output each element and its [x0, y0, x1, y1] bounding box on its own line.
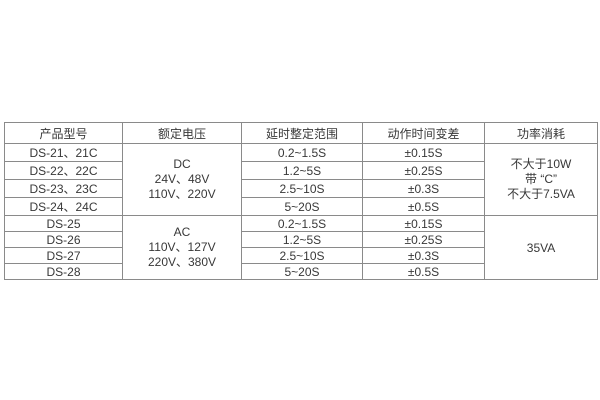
variation-cell: ±0.5S — [362, 197, 485, 216]
table-row: DS-25 AC 110V、127V 220V、380V 0.2~1.5S ±0… — [4, 215, 598, 280]
table-row: DS-27 2.5~10S ±0.3S — [4, 247, 598, 264]
range-cell: 5~20S — [241, 263, 363, 280]
model-cell: DS-28 — [4, 263, 123, 280]
relay-spec-table: 产品型号 额定电压 延时整定范围 动作时间变差 功率消耗 DS-21、21C D… — [4, 122, 598, 280]
range-cell: 1.2~5S — [241, 161, 363, 180]
variation-cell: ±0.25S — [362, 161, 485, 180]
variation-cell: ±0.5S — [362, 263, 485, 280]
range-cell: 0.2~1.5S — [241, 215, 363, 232]
range-cell: 5~20S — [241, 197, 363, 216]
model-cell: DS-25 — [4, 215, 123, 232]
voltage-cell-dc: DC 24V、48V 110V、220V — [122, 143, 242, 216]
variation-cell: ±0.25S — [362, 231, 485, 248]
header-delay-setting-range: 延时整定范围 — [241, 122, 363, 144]
range-cell: 0.2~1.5S — [241, 143, 363, 162]
variation-cell: ±0.3S — [362, 179, 485, 198]
model-cell: DS-27 — [4, 247, 123, 264]
header-power-consumption: 功率消耗 — [484, 122, 598, 144]
variation-cell: ±0.3S — [362, 247, 485, 264]
power-cell-ac: 35VA — [484, 215, 598, 280]
model-cell: DS-23、23C — [4, 179, 123, 198]
range-cell: 2.5~10S — [241, 179, 363, 198]
header-product-model: 产品型号 — [4, 122, 123, 144]
table-row: DS-28 5~20S ±0.5S — [4, 263, 598, 280]
model-cell: DS-21、21C — [4, 143, 123, 162]
model-cell: DS-26 — [4, 231, 123, 248]
model-cell: DS-22、22C — [4, 161, 123, 180]
voltage-cell-ac: AC 110V、127V 220V、380V — [122, 215, 242, 280]
table-row: DS-26 1.2~5S ±0.25S — [4, 231, 598, 248]
header-rated-voltage: 额定电压 — [122, 122, 242, 144]
header-operate-time-variation: 动作时间变差 — [362, 122, 485, 144]
table-row: DS-21、21C DC 24V、48V 110V、220V 0.2~1.5S … — [4, 143, 598, 216]
table-row: DS-23、23C 2.5~10S ±0.3S — [4, 179, 598, 198]
range-cell: 2.5~10S — [241, 247, 363, 264]
table-header-row: 产品型号 额定电压 延时整定范围 动作时间变差 功率消耗 — [4, 122, 598, 144]
range-cell: 1.2~5S — [241, 231, 363, 248]
model-cell: DS-24、24C — [4, 197, 123, 216]
variation-cell: ±0.15S — [362, 143, 485, 162]
variation-cell: ±0.15S — [362, 215, 485, 232]
power-cell-dc: 不大于10W 带 “C” 不大于7.5VA — [484, 143, 598, 216]
